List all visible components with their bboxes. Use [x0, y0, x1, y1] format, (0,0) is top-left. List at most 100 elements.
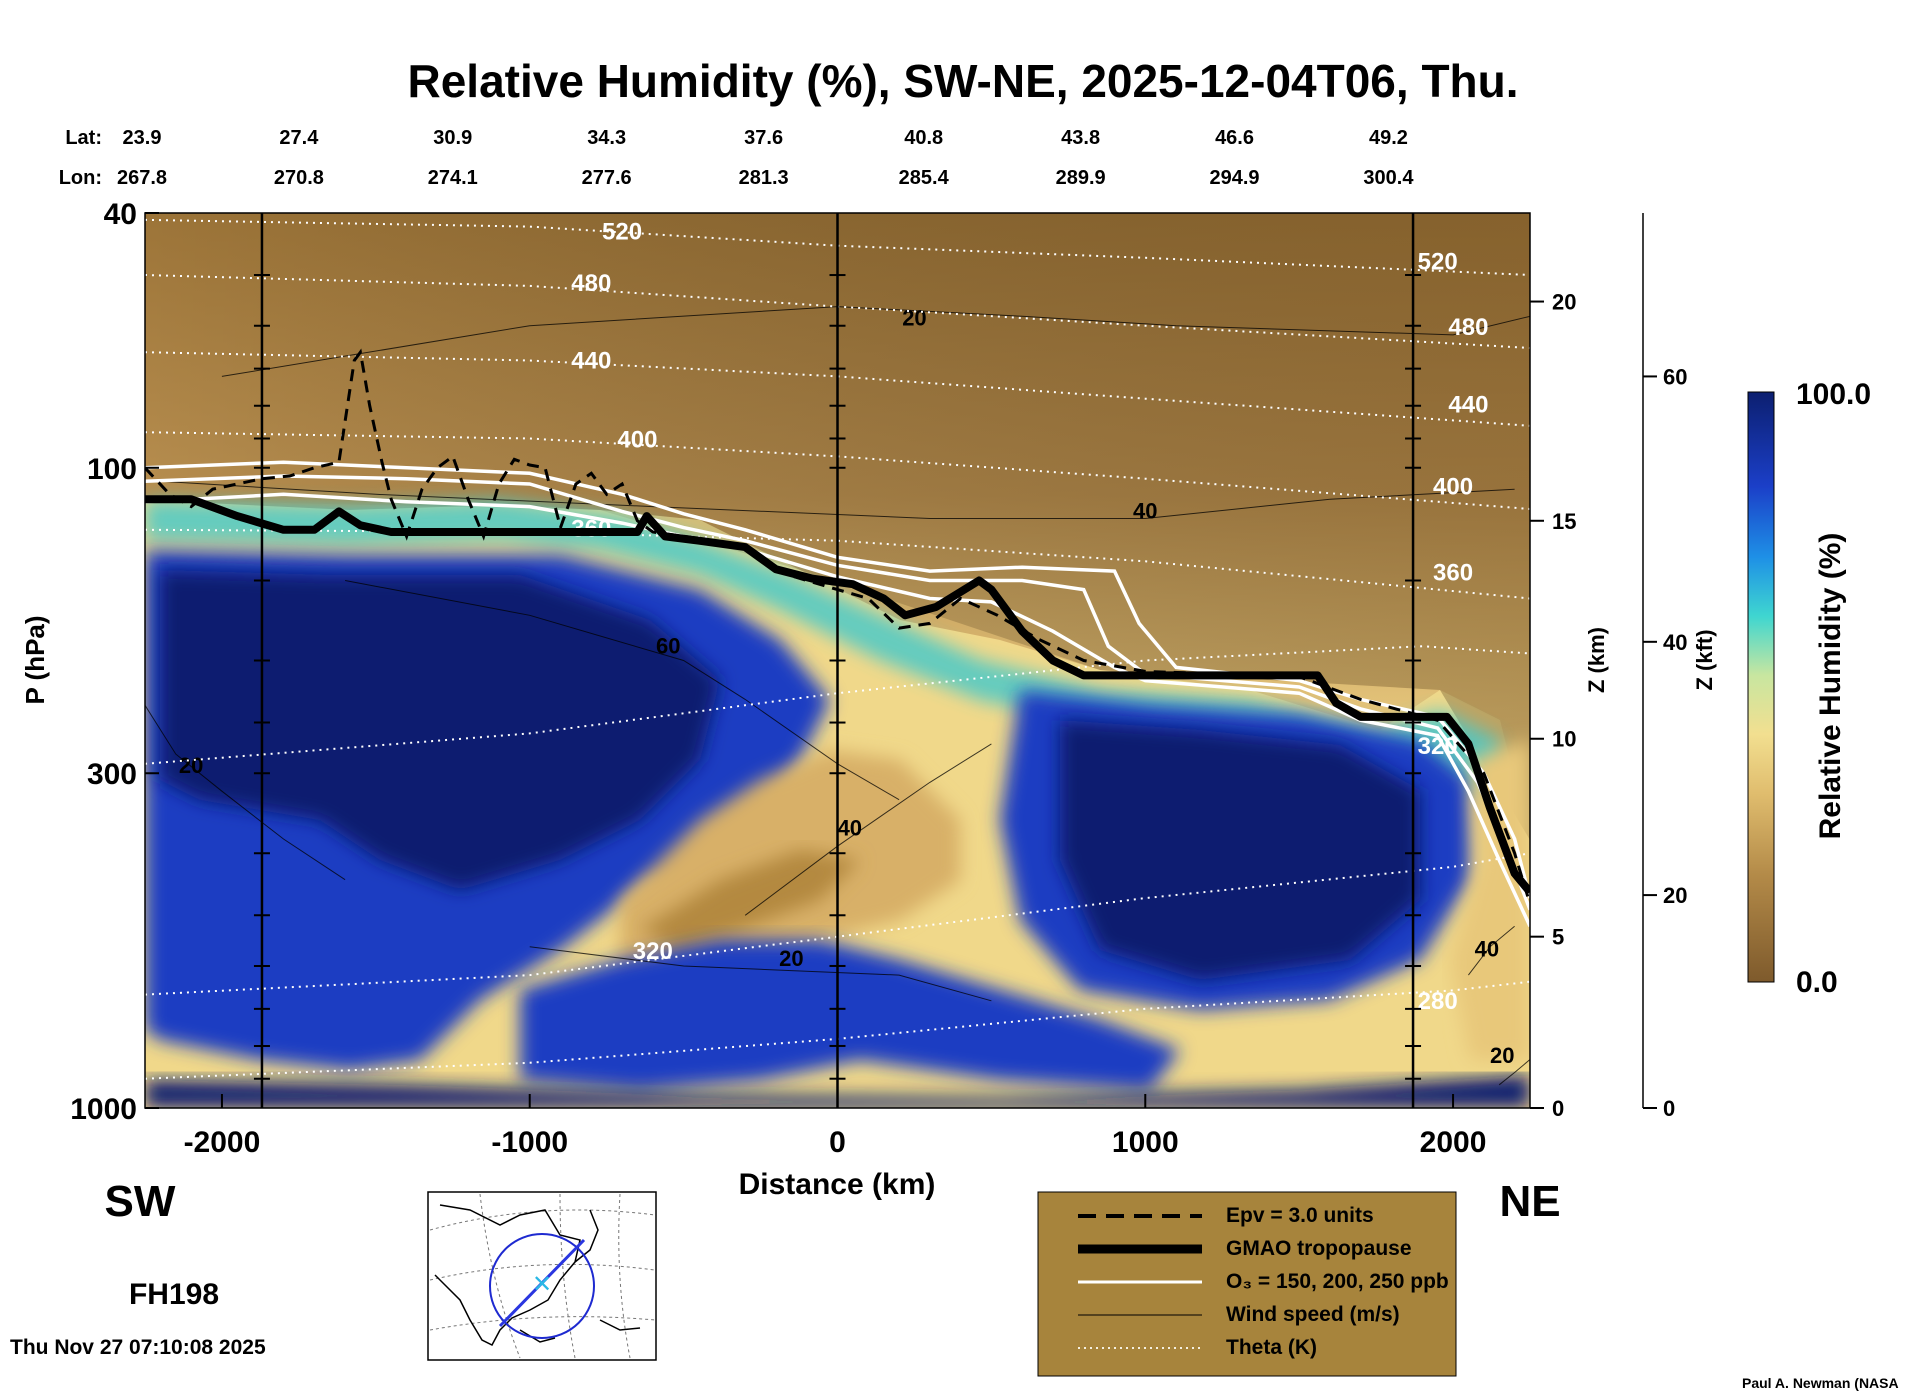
theta-label: 400 — [1433, 473, 1473, 500]
legend-box — [1037, 1191, 1457, 1377]
wind-speed-label: 20 — [779, 946, 803, 971]
wind-speed-contour — [1468, 925, 1515, 976]
lon-value: 281.3 — [739, 167, 789, 189]
lon-value: 277.6 — [582, 167, 632, 189]
theta-label: 360 — [1433, 560, 1473, 587]
km-tick-label: 10 — [1552, 727, 1576, 752]
lon-row-label: Lon: — [59, 167, 102, 189]
rh-deep-left — [160, 570, 720, 890]
theta-label: 440 — [571, 348, 611, 375]
ozone-contour — [145, 474, 1530, 911]
km-tick-label: 15 — [1552, 509, 1576, 534]
theta-label: 440 — [1448, 392, 1488, 419]
lat-value: 23.9 — [123, 127, 162, 149]
wind-speed-label: 40 — [1475, 937, 1499, 962]
theta-label: 520 — [602, 219, 642, 246]
legend: Epv = 3.0 units GMAO tropopause O₃ = 150, … — [1037, 1191, 1457, 1377]
theta-contour — [145, 980, 1530, 1080]
x-axis-title: Distance (km) — [739, 1168, 936, 1201]
credit-text: Paul A. Newman (NASA — [1742, 1375, 1899, 1391]
wind-speed-label: 20 — [1490, 1043, 1514, 1068]
colorbar-min-label: 0.0 — [1796, 966, 1838, 999]
chart-title: Relative Humidity (%), SW-NE, 2025-12-04… — [407, 55, 1518, 107]
wind-speed-contour — [221, 306, 1530, 377]
rh-right-dry-edge — [1450, 740, 1530, 1060]
sw-label: SW — [105, 1177, 176, 1226]
inset-map-marker: ✕ — [532, 1270, 552, 1298]
lon-value: 300.4 — [1363, 167, 1414, 189]
inset-map-frame — [427, 1191, 657, 1361]
timestamp: Thu Nov 27 07:10:08 2025 — [10, 1336, 266, 1359]
theta-label: 480 — [571, 270, 611, 297]
y-tick-label: 300 — [87, 758, 137, 791]
ozone-contour — [145, 492, 1530, 927]
wind-speed-contour — [160, 480, 1515, 519]
z-kft-axis-title: Z (kft) — [1692, 629, 1717, 690]
lat-value: 37.6 — [744, 127, 783, 149]
inset-map-transect — [498, 1238, 586, 1328]
lat-value: 49.2 — [1369, 127, 1408, 149]
y-axis-title: P (hPa) — [20, 615, 50, 704]
tropopause-line — [145, 495, 1530, 895]
theta-label: 480 — [1448, 314, 1488, 341]
lon-value: 289.9 — [1056, 167, 1106, 189]
lat-lon-header: Lat: Lon: 23.9 267.8 27.4 270.8 30.9 274.1 34.… — [59, 127, 1415, 189]
rh-surface-moist — [145, 1075, 1530, 1108]
x-tick-label: 2000 — [1420, 1126, 1487, 1159]
km-tick-label: 0 — [1552, 1096, 1564, 1121]
legend-label: GMAO tropopause — [1226, 1237, 1412, 1260]
lat-value: 30.9 — [433, 127, 472, 149]
lat-value: 40.8 — [904, 127, 943, 149]
kft-tick-label: 0 — [1663, 1096, 1675, 1121]
wind-speed-label: 40 — [838, 815, 862, 840]
theta-label: 400 — [617, 427, 657, 454]
inset-map-coastline — [434, 1204, 641, 1346]
x-tick-label: -1000 — [491, 1126, 568, 1159]
lat-value: 34.3 — [587, 127, 626, 149]
wind-speed-contour — [529, 946, 992, 1002]
kft-tick-label: 60 — [1663, 364, 1687, 389]
y-tick-label: 100 — [87, 453, 137, 486]
km-tick-label: 5 — [1552, 925, 1564, 950]
kft-tick-label: 40 — [1663, 630, 1687, 655]
lon-value: 294.9 — [1210, 167, 1260, 189]
colorbar-max-label: 100.0 — [1796, 378, 1871, 411]
theta-label: 280 — [1418, 988, 1458, 1015]
rh-lower-moist — [520, 940, 1180, 1090]
inset-map-graticule — [429, 1193, 656, 1359]
x-tick-label: -2000 — [184, 1126, 261, 1159]
ne-label: NE — [1499, 1177, 1560, 1226]
legend-label: Epv = 3.0 units — [1226, 1204, 1374, 1227]
wind-speed-contour — [1498, 1059, 1530, 1086]
lat-value: 43.8 — [1061, 127, 1100, 149]
wind-speed-label: 20 — [902, 306, 926, 331]
y-tick-label: 1000 — [70, 1093, 137, 1126]
wind-speed-label: 60 — [656, 633, 680, 658]
forecast-hour: FH198 — [129, 1278, 219, 1311]
kft-tick-label: 20 — [1663, 883, 1687, 908]
colorbar-title: Relative Humidity (%) — [1814, 533, 1847, 840]
y-tick-label: 40 — [104, 198, 137, 231]
wind-speed-label: 20 — [179, 753, 203, 778]
wind-speed-contour — [145, 705, 346, 881]
lon-value: 285.4 — [899, 167, 950, 189]
inset-map: ✕ — [427, 1191, 657, 1361]
legend-label: Theta (K) — [1226, 1336, 1317, 1359]
lon-value: 267.8 — [117, 167, 167, 189]
colorbar: 100.0 0.0 Relative Humidity (%) — [1747, 378, 1871, 999]
rh-dry-core — [640, 850, 860, 950]
legend-label: O₃ = 150, 200, 250 ppb — [1226, 1270, 1449, 1293]
wind-speed-label: 40 — [1133, 498, 1157, 523]
wind-speed-contour — [345, 580, 900, 801]
inset-map-domain-circle — [489, 1233, 595, 1339]
lat-row-label: Lat: — [65, 127, 102, 149]
colorbar-gradient — [1747, 391, 1775, 983]
rh-deep-right — [1060, 720, 1420, 980]
x-tick-label: 1000 — [1112, 1126, 1179, 1159]
lat-value: 27.4 — [279, 127, 319, 149]
theta-label: 520 — [1418, 248, 1458, 275]
wind-speed-contour — [744, 743, 992, 916]
theta-label: 320 — [633, 938, 673, 965]
lat-value: 46.6 — [1215, 127, 1254, 149]
